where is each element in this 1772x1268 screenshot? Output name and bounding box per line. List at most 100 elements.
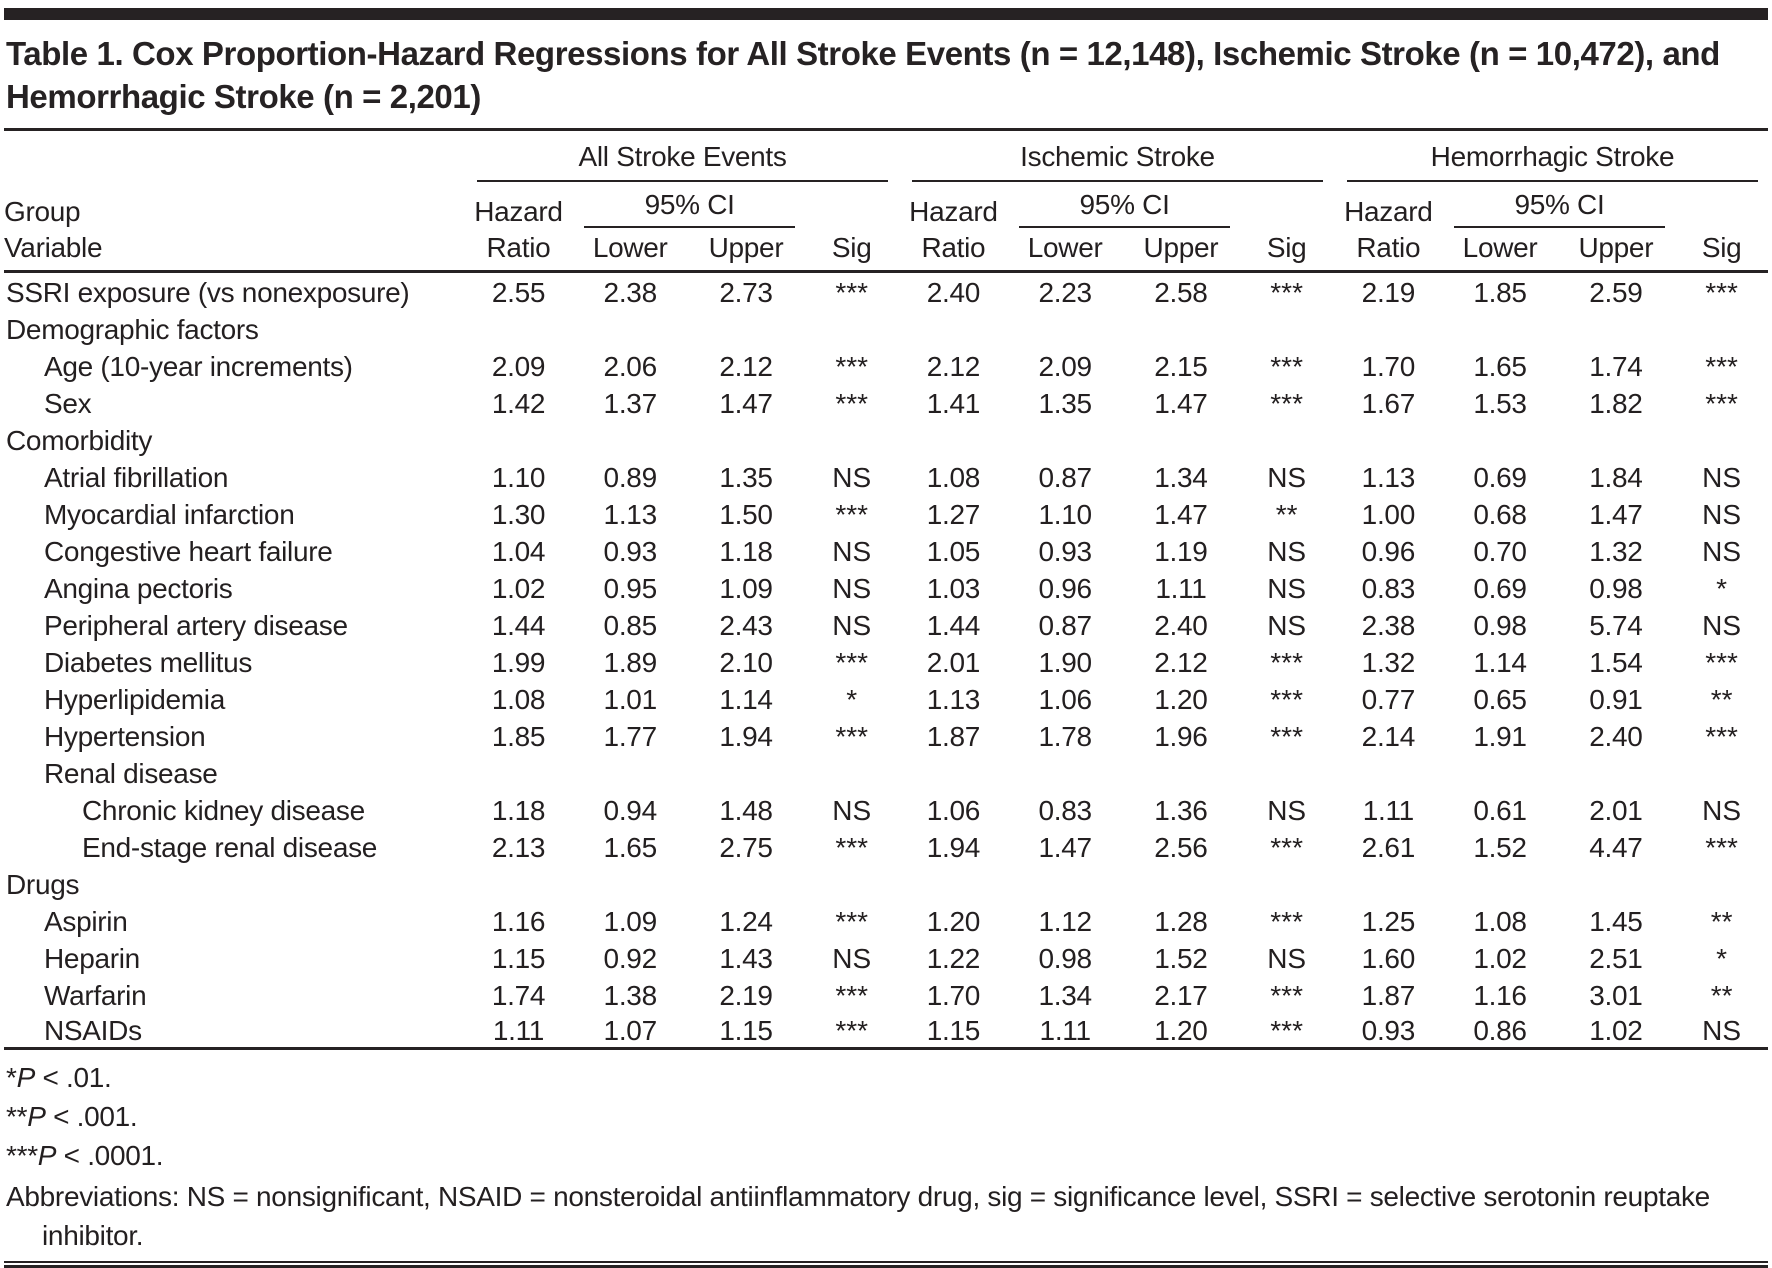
row-label: Diabetes mellitus (44, 646, 253, 678)
sig-spacer (1675, 182, 1768, 228)
value-cell: 1.94 (719, 720, 773, 752)
row-label: Congestive heart failure (44, 535, 333, 567)
value-cell: 1.25 (1361, 905, 1416, 937)
value-cell: 2.59 (1589, 276, 1643, 308)
col1-header-line1: Group (4, 195, 81, 227)
sig-cell: *** (835, 387, 869, 419)
value-cell: 0.91 (1589, 683, 1643, 715)
value-cell: 0.87 (1038, 609, 1093, 641)
value-cell (687, 420, 806, 457)
table-row: Aspirin 1.16 1.09 1.24 *** 1.20 1.12 1.28 *** 1.2… (4, 901, 1768, 938)
sig-cell (1675, 420, 1768, 457)
sig-cell: *** (1270, 831, 1303, 863)
value-cell: 0.98 (1038, 942, 1093, 974)
value-cell: 0.95 (603, 572, 658, 604)
value-cell: 1.78 (1038, 720, 1093, 752)
sig-cell (805, 864, 898, 901)
sig-cell: *** (1705, 276, 1738, 308)
value-cell: 2.12 (926, 350, 981, 382)
value-cell: 1.09 (719, 572, 773, 604)
table-row: Myocardial infarction 1.30 1.13 1.50 *** 1.27… (4, 494, 1768, 531)
value-cell: 1.36 (1154, 794, 1208, 826)
row-label: SSRI exposure (vs nonexposure) (6, 276, 410, 308)
footnote-p-symbol: P (27, 1101, 46, 1132)
sig-cell: *** (1270, 350, 1303, 382)
abbreviations-note: Abbreviations: NS = nonsignificant, NSAI… (6, 1181, 1710, 1251)
value-cell: 2.15 (1154, 350, 1208, 382)
value-cell: 1.12 (1038, 905, 1093, 937)
footnote-stars: *** (6, 1140, 38, 1171)
sig-header: Sig (1675, 227, 1768, 273)
value-cell (1009, 420, 1122, 457)
value-cell: 1.27 (926, 498, 981, 530)
ratio-header: Ratio (1332, 227, 1444, 273)
table-row: Age (10-year increments) 2.09 2.06 2.12 *** 2… (4, 346, 1768, 383)
value-cell: 1.65 (603, 831, 658, 863)
sig-cell: NS (1267, 461, 1307, 493)
column-group-label: Ischemic Stroke (912, 133, 1323, 182)
value-cell: 1.47 (1154, 387, 1208, 419)
sig-cell: NS (832, 572, 872, 604)
sig-cell: *** (835, 831, 869, 863)
footnote-stars: * (6, 1062, 17, 1093)
table-row: Atrial fibrillation 1.10 0.89 1.35 NS 1.08 0.8… (4, 457, 1768, 494)
sig-cell: *** (835, 720, 869, 752)
value-cell: 1.20 (1121, 1011, 1241, 1050)
sig-cell: ** (1710, 979, 1733, 1011)
value-cell: 2.56 (1154, 831, 1208, 863)
value-cell: 1.09 (603, 905, 658, 937)
value-cell (1556, 309, 1675, 346)
value-cell (1444, 420, 1557, 457)
value-cell (1556, 864, 1675, 901)
sig-cell (805, 309, 898, 346)
value-cell: 1.08 (1473, 905, 1527, 937)
value-cell: 1.47 (719, 387, 773, 419)
value-cell: 0.85 (603, 609, 658, 641)
footnote-condition: < .001. (45, 1101, 138, 1132)
value-cell: 1.19 (1154, 535, 1208, 567)
value-cell (1122, 420, 1241, 457)
sig-cell: ** (1710, 683, 1733, 715)
value-cell: 1.20 (926, 905, 981, 937)
value-cell: 0.69 (1473, 461, 1527, 493)
sig-cell: *** (1270, 720, 1303, 752)
sig-cell: *** (1705, 720, 1738, 752)
value-cell (1333, 864, 1444, 901)
value-cell: 0.69 (1473, 572, 1527, 604)
table-row: Peripheral artery disease 1.44 0.85 2.43 NS 1… (4, 605, 1768, 642)
sig-cell: *** (1270, 683, 1303, 715)
value-cell: 0.98 (1473, 609, 1527, 641)
value-cell: 2.61 (1361, 831, 1416, 863)
value-cell (1122, 864, 1241, 901)
table-bottom-rule (4, 1261, 1768, 1268)
footnote-p01: *P < .01. (6, 1058, 1768, 1097)
table-row: Diabetes mellitus 1.99 1.89 2.10 *** 2.01 1.90… (4, 642, 1768, 679)
table-row: Sex 1.42 1.37 1.47 *** 1.41 1.35 1.47 *** 1.67 1.5… (4, 383, 1768, 420)
footnote-condition: < .0001. (56, 1140, 164, 1171)
value-cell: 1.52 (1473, 831, 1527, 863)
sig-cell: NS (832, 535, 872, 567)
value-cell: 1.14 (1473, 646, 1527, 678)
sig-cell (1240, 753, 1333, 790)
row-label: Aspirin (44, 905, 128, 937)
value-cell (898, 753, 1009, 790)
sig-spacer (805, 182, 898, 228)
table-row: Congestive heart failure 1.04 0.93 1.18 NS 1.… (4, 531, 1768, 568)
value-cell: 1.70 (926, 979, 981, 1011)
table-row: End-stage renal disease 2.13 1.65 2.75 *** 1.… (4, 827, 1768, 864)
sig-cell: *** (1270, 276, 1303, 308)
value-cell: 1.53 (1473, 387, 1527, 419)
value-cell: 1.08 (926, 461, 981, 493)
value-cell: 1.20 (1154, 683, 1208, 715)
table-group-row: Renal disease (4, 753, 1768, 790)
value-cell (1009, 864, 1122, 901)
value-cell (1444, 864, 1557, 901)
subheader-row-1: Group Hazard 95% CI Hazard 95% CI Hazard… (4, 182, 1768, 228)
value-cell: 0.65 (1473, 683, 1527, 715)
row-label: NSAIDs (4, 1011, 464, 1050)
sig-cell: *** (1705, 350, 1738, 382)
value-cell: 1.65 (1473, 350, 1527, 382)
value-cell: 2.40 (1589, 720, 1643, 752)
value-cell: 0.83 (1038, 794, 1093, 826)
value-cell: 2.19 (1361, 276, 1416, 308)
